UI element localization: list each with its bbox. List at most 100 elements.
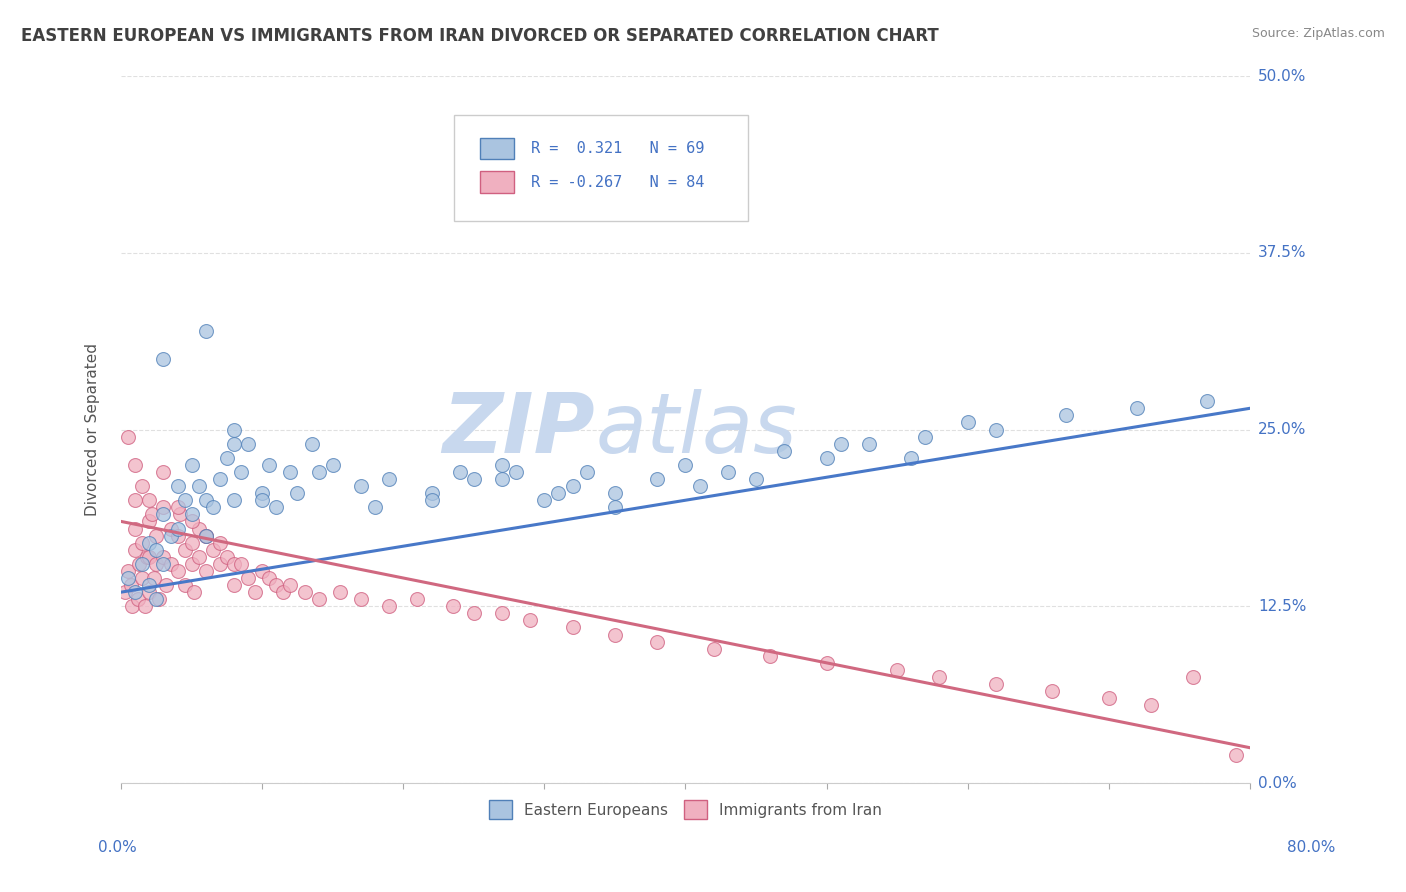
Text: R = -0.267   N = 84: R = -0.267 N = 84: [531, 175, 704, 190]
Point: [187, 549, 209, 564]
Point: [131, 557, 153, 571]
Point: [131, 535, 153, 549]
Point: [236, 436, 259, 450]
Point: [441, 599, 464, 614]
Point: [266, 500, 288, 515]
Point: [152, 549, 174, 564]
Point: [138, 549, 160, 564]
Point: [1098, 691, 1121, 706]
Point: [180, 515, 202, 529]
Point: [519, 614, 541, 628]
Point: [159, 557, 181, 571]
Point: [463, 472, 485, 486]
Point: [229, 465, 252, 479]
Point: [773, 443, 796, 458]
Point: [1182, 670, 1205, 684]
Point: [138, 515, 160, 529]
Point: [180, 458, 202, 472]
Point: [124, 585, 146, 599]
Point: [180, 508, 202, 522]
Point: [148, 592, 170, 607]
Point: [222, 436, 245, 450]
Point: [886, 663, 908, 677]
Point: [187, 522, 209, 536]
Point: [128, 557, 150, 571]
Point: [138, 493, 160, 508]
Point: [603, 500, 626, 515]
Point: [491, 472, 513, 486]
Point: [229, 557, 252, 571]
Point: [561, 479, 583, 493]
Point: [138, 535, 160, 549]
Point: [222, 423, 245, 437]
Point: [152, 465, 174, 479]
Point: [280, 465, 302, 479]
FancyBboxPatch shape: [479, 137, 515, 159]
Point: [603, 486, 626, 500]
Text: 50.0%: 50.0%: [1258, 69, 1306, 84]
Point: [152, 500, 174, 515]
Point: [138, 578, 160, 592]
Legend: Eastern Europeans, Immigrants from Iran: Eastern Europeans, Immigrants from Iran: [484, 794, 887, 825]
Point: [250, 564, 273, 578]
Point: [378, 599, 401, 614]
Text: 12.5%: 12.5%: [1258, 599, 1306, 614]
Point: [135, 549, 157, 564]
Point: [117, 564, 139, 578]
Point: [194, 528, 217, 542]
Text: 0.0%: 0.0%: [1258, 775, 1296, 790]
Point: [406, 592, 429, 607]
Point: [194, 528, 217, 542]
Point: [145, 557, 167, 571]
Point: [120, 578, 142, 592]
Point: [491, 607, 513, 621]
Point: [745, 472, 768, 486]
Point: [984, 423, 1007, 437]
Text: EASTERN EUROPEAN VS IMMIGRANTS FROM IRAN DIVORCED OR SEPARATED CORRELATION CHART: EASTERN EUROPEAN VS IMMIGRANTS FROM IRAN…: [21, 27, 939, 45]
Point: [830, 436, 852, 450]
Point: [236, 571, 259, 585]
Point: [145, 542, 167, 557]
Point: [131, 479, 153, 493]
Point: [159, 528, 181, 542]
Point: [308, 592, 330, 607]
Point: [173, 578, 195, 592]
Point: [208, 535, 231, 549]
Point: [350, 479, 373, 493]
Point: [1054, 409, 1077, 423]
Point: [201, 542, 224, 557]
Point: [266, 578, 288, 592]
Point: [187, 479, 209, 493]
Point: [914, 429, 936, 443]
Point: [645, 634, 668, 648]
Point: [689, 479, 711, 493]
Point: [1140, 698, 1163, 713]
Point: [250, 493, 273, 508]
Point: [222, 493, 245, 508]
Text: R =  0.321   N = 69: R = 0.321 N = 69: [531, 141, 704, 155]
Point: [273, 585, 295, 599]
Point: [533, 493, 555, 508]
Point: [145, 592, 167, 607]
Point: [183, 585, 205, 599]
Point: [259, 571, 281, 585]
Text: 25.0%: 25.0%: [1258, 422, 1306, 437]
Point: [134, 599, 156, 614]
Text: ZIP: ZIP: [443, 389, 595, 470]
Point: [152, 557, 174, 571]
Point: [194, 564, 217, 578]
Point: [308, 465, 330, 479]
Point: [858, 436, 880, 450]
Point: [420, 486, 443, 500]
Point: [1225, 747, 1247, 762]
Point: [956, 416, 979, 430]
Point: [194, 493, 217, 508]
Point: [350, 592, 373, 607]
Point: [194, 324, 217, 338]
Point: [114, 585, 136, 599]
Text: 0.0%: 0.0%: [98, 840, 138, 855]
FancyBboxPatch shape: [479, 171, 515, 193]
Point: [152, 351, 174, 366]
Point: [717, 465, 740, 479]
Point: [329, 585, 352, 599]
